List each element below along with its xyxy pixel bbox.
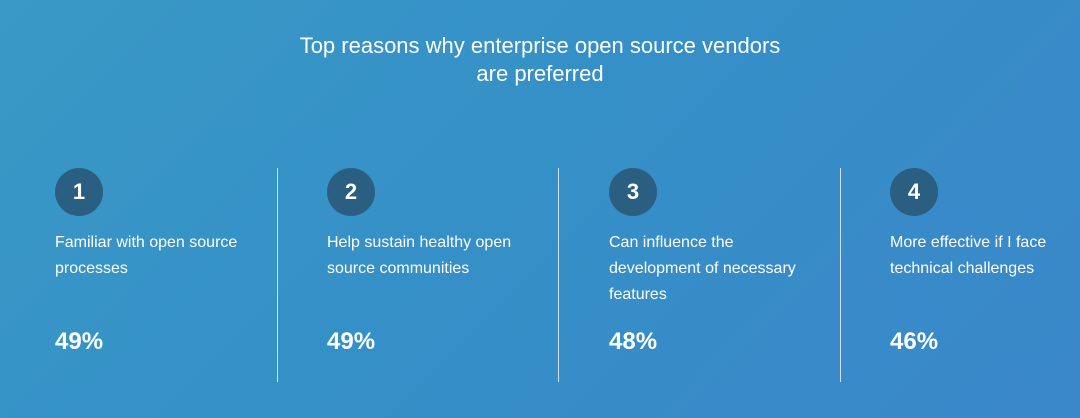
rank-badge: 1 [55,168,103,216]
reason-label: Familiar with open source processes [55,234,238,277]
reason-label: Can influence the development of necessa… [609,234,796,303]
reason-label: More effective if I face technical chall… [890,234,1047,277]
title-line-2: are preferred [476,61,604,86]
reason-percent: 48% [609,328,658,355]
reason-item-1: 1 Familiar with open source processes 49… [55,168,255,355]
title-line-1: Top reasons why enterprise open source v… [299,33,781,58]
rank-badge: 2 [327,168,375,216]
reason-item-2: 2 Help sustain healthy open source commu… [327,168,527,355]
reason-percent: 49% [327,328,376,355]
reason-percent: 49% [55,328,104,355]
rank-badge: 4 [890,168,938,216]
column-divider [558,168,559,382]
rank-badge: 3 [609,168,657,216]
reason-label: Help sustain healthy open source communi… [327,234,512,277]
reason-item-4: 4 More effective if I face technical cha… [890,168,1080,355]
infographic-title: Top reasons why enterprise open source v… [0,32,1080,88]
column-divider [277,168,278,382]
reason-percent: 46% [890,328,939,355]
column-divider [840,168,841,382]
reason-item-3: 3 Can influence the development of neces… [609,168,809,355]
